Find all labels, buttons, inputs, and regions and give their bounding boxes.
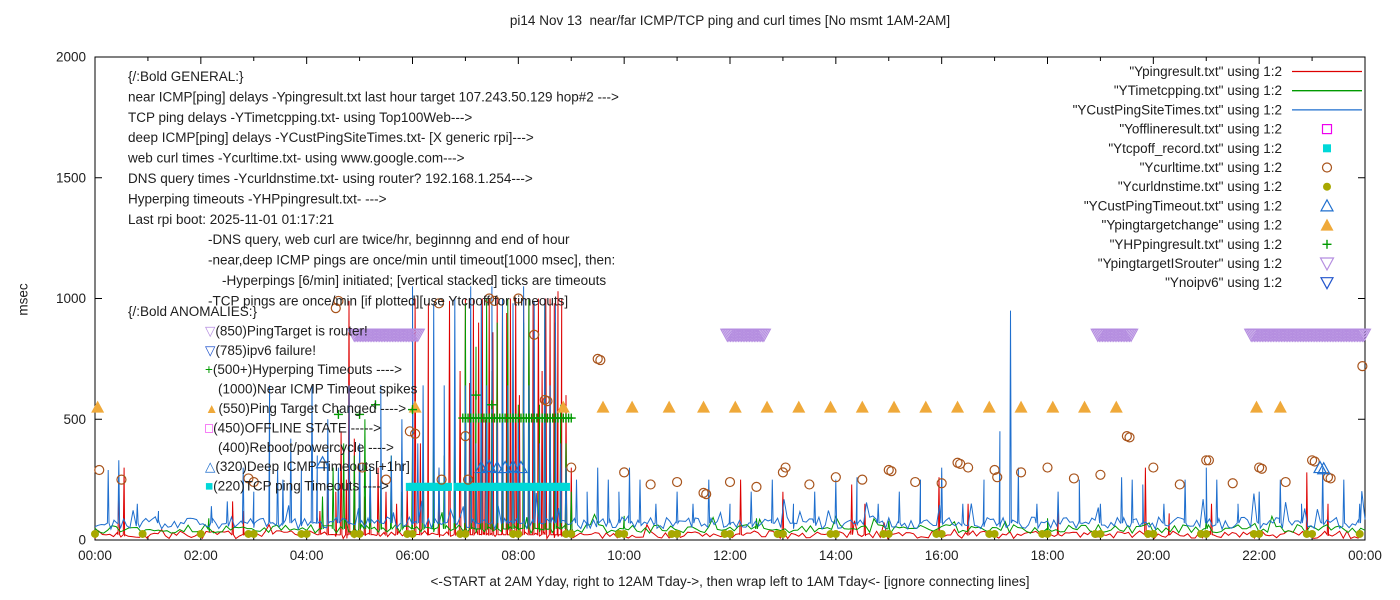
legend-label: "Ycurldnstime.txt" using 1:2 — [1118, 179, 1282, 194]
annotation-line: -TCP pings are once/min [if plotted][use… — [208, 293, 568, 308]
x-tick-label: 18:00 — [1031, 548, 1065, 563]
y-tick-label: 500 — [63, 412, 86, 427]
y-tick-label: 1000 — [56, 291, 86, 306]
annotation-line: -near,deep ICMP pings are once/min until… — [208, 253, 615, 268]
x-tick-label: 00:00 — [78, 548, 112, 563]
series-7 — [315, 455, 1331, 475]
legend-label: "Ypingresult.txt" using 1:2 — [1129, 64, 1282, 79]
y-tick-label: 2000 — [56, 50, 86, 65]
legend-label: "YHPpingresult.txt" using 1:2 — [1110, 237, 1282, 252]
annotation-line: {/:Bold GENERAL:} — [128, 69, 244, 84]
axes — [94, 56, 1366, 541]
x-tick-label: 22:00 — [1242, 548, 1276, 563]
annotation-line: TCP ping delays -YTimetcpping.txt- using… — [128, 110, 472, 125]
y-tick-label: 1500 — [56, 170, 86, 185]
legend-label: "YTimetcpping.txt" using 1:2 — [1114, 83, 1282, 98]
x-tick-label: 16:00 — [925, 548, 959, 563]
legend-label: "Ytcpoff_record.txt" using 1:2 — [1108, 141, 1282, 156]
annotation-line: deep ICMP[ping] delays -YCustPingSiteTim… — [128, 130, 534, 145]
annotation-line: Last rpi boot: 2025-11-01 01:17:21 — [128, 212, 334, 227]
legend-label: "Ypingtargetchange" using 1:2 — [1102, 218, 1282, 233]
annotation-line: near ICMP[ping] delays -Ypingresult.txt … — [128, 89, 619, 104]
x-tick-label: 20:00 — [1136, 548, 1170, 563]
x-tick-label: 08:00 — [501, 548, 535, 563]
series-0 — [94, 291, 1363, 541]
annotation-line: ▽(850)PingTarget is router! — [205, 323, 368, 338]
annotation-line: -DNS query, web curl are twice/hr, begin… — [208, 232, 570, 247]
annotation-line: Hyperping timeouts -YHPpingresult.txt- -… — [128, 191, 387, 206]
x-tick-label: 14:00 — [819, 548, 853, 563]
annotation-line: (400)Reboot/powercycle ----> — [218, 440, 394, 455]
x-tick-label: 10:00 — [607, 548, 641, 563]
annotation-line: ▽(785)ipv6 failure! — [205, 343, 316, 358]
x-tick-label: 04:00 — [290, 548, 324, 563]
x-tick-label: 00:00 — [1348, 548, 1382, 563]
series-4 — [405, 482, 570, 491]
annotations-general: {/:Bold GENERAL:} near ICMP[ping] delays … — [127, 69, 619, 308]
x-tick-label: 12:00 — [713, 548, 747, 563]
series-9 — [333, 390, 576, 423]
annotation-line: (1000)Near ICMP Timeout spikes — [218, 382, 418, 397]
annotation-line: web curl times -Ycurltime.txt- using www… — [127, 151, 465, 166]
annotation-line: ▲(550)Ping Target Changed ----> — [205, 401, 406, 416]
legend: "Ypingresult.txt" using 1:2 "YTimetcpping… — [1073, 64, 1362, 290]
x-tick-label: 06:00 — [396, 548, 430, 563]
annotation-line: -Hyperpings [6/min] initiated; [vertical… — [222, 273, 606, 288]
series-10 — [346, 328, 1372, 343]
annotation-line: DNS query times -Ycurldnstime.txt- using… — [128, 171, 533, 186]
annotation-line: ■(220)TCP ping Timeouts ----> — [205, 479, 389, 494]
legend-label: "YpingtargetISrouter" using 1:2 — [1098, 256, 1282, 271]
series-5 — [94, 293, 1368, 500]
annotation-line: △(320)Deep ICMP Timeouts[+1hr] — [205, 459, 410, 474]
legend-label: "Ycurltime.txt" using 1:2 — [1140, 160, 1282, 175]
series-6 — [91, 529, 1364, 538]
y-tick-label: 0 — [78, 533, 86, 548]
annotations-anomalies: {/:Bold ANOMALIES:} ▽(850)PingTarget is r… — [128, 304, 418, 494]
legend-label: "YCustPingSiteTimes.txt" using 1:2 — [1073, 102, 1282, 117]
chart-title: pi14 Nov 13 near/far ICMP/TCP ping and c… — [509, 13, 951, 28]
x-tick-label: 02:00 — [184, 548, 218, 563]
y-axis-label: msec — [15, 283, 31, 316]
series-1 — [94, 298, 1366, 535]
legend-label: "Yofflineresult.txt" using 1:2 — [1119, 122, 1282, 137]
legend-label: "YCustPingTimeout.txt" using 1:2 — [1084, 198, 1282, 213]
legend-label: "Ynoipv6" using 1:2 — [1165, 275, 1282, 290]
tick-labels: 00:00 02:00 04:00 06:00 08:00 10:00 12:00 14:00… — [56, 50, 1382, 564]
annotation-line: +(500+)Hyperping Timeouts ----> — [205, 362, 402, 377]
annotation-line: □(450)OFFLINE STATE -----> — [205, 420, 381, 435]
annotation-line: {/:Bold ANOMALIES:} — [128, 304, 258, 319]
series-2 — [94, 286, 1366, 531]
x-axis-label: <-START at 2AM Yday, right to 12AM Tday-… — [430, 574, 1030, 589]
